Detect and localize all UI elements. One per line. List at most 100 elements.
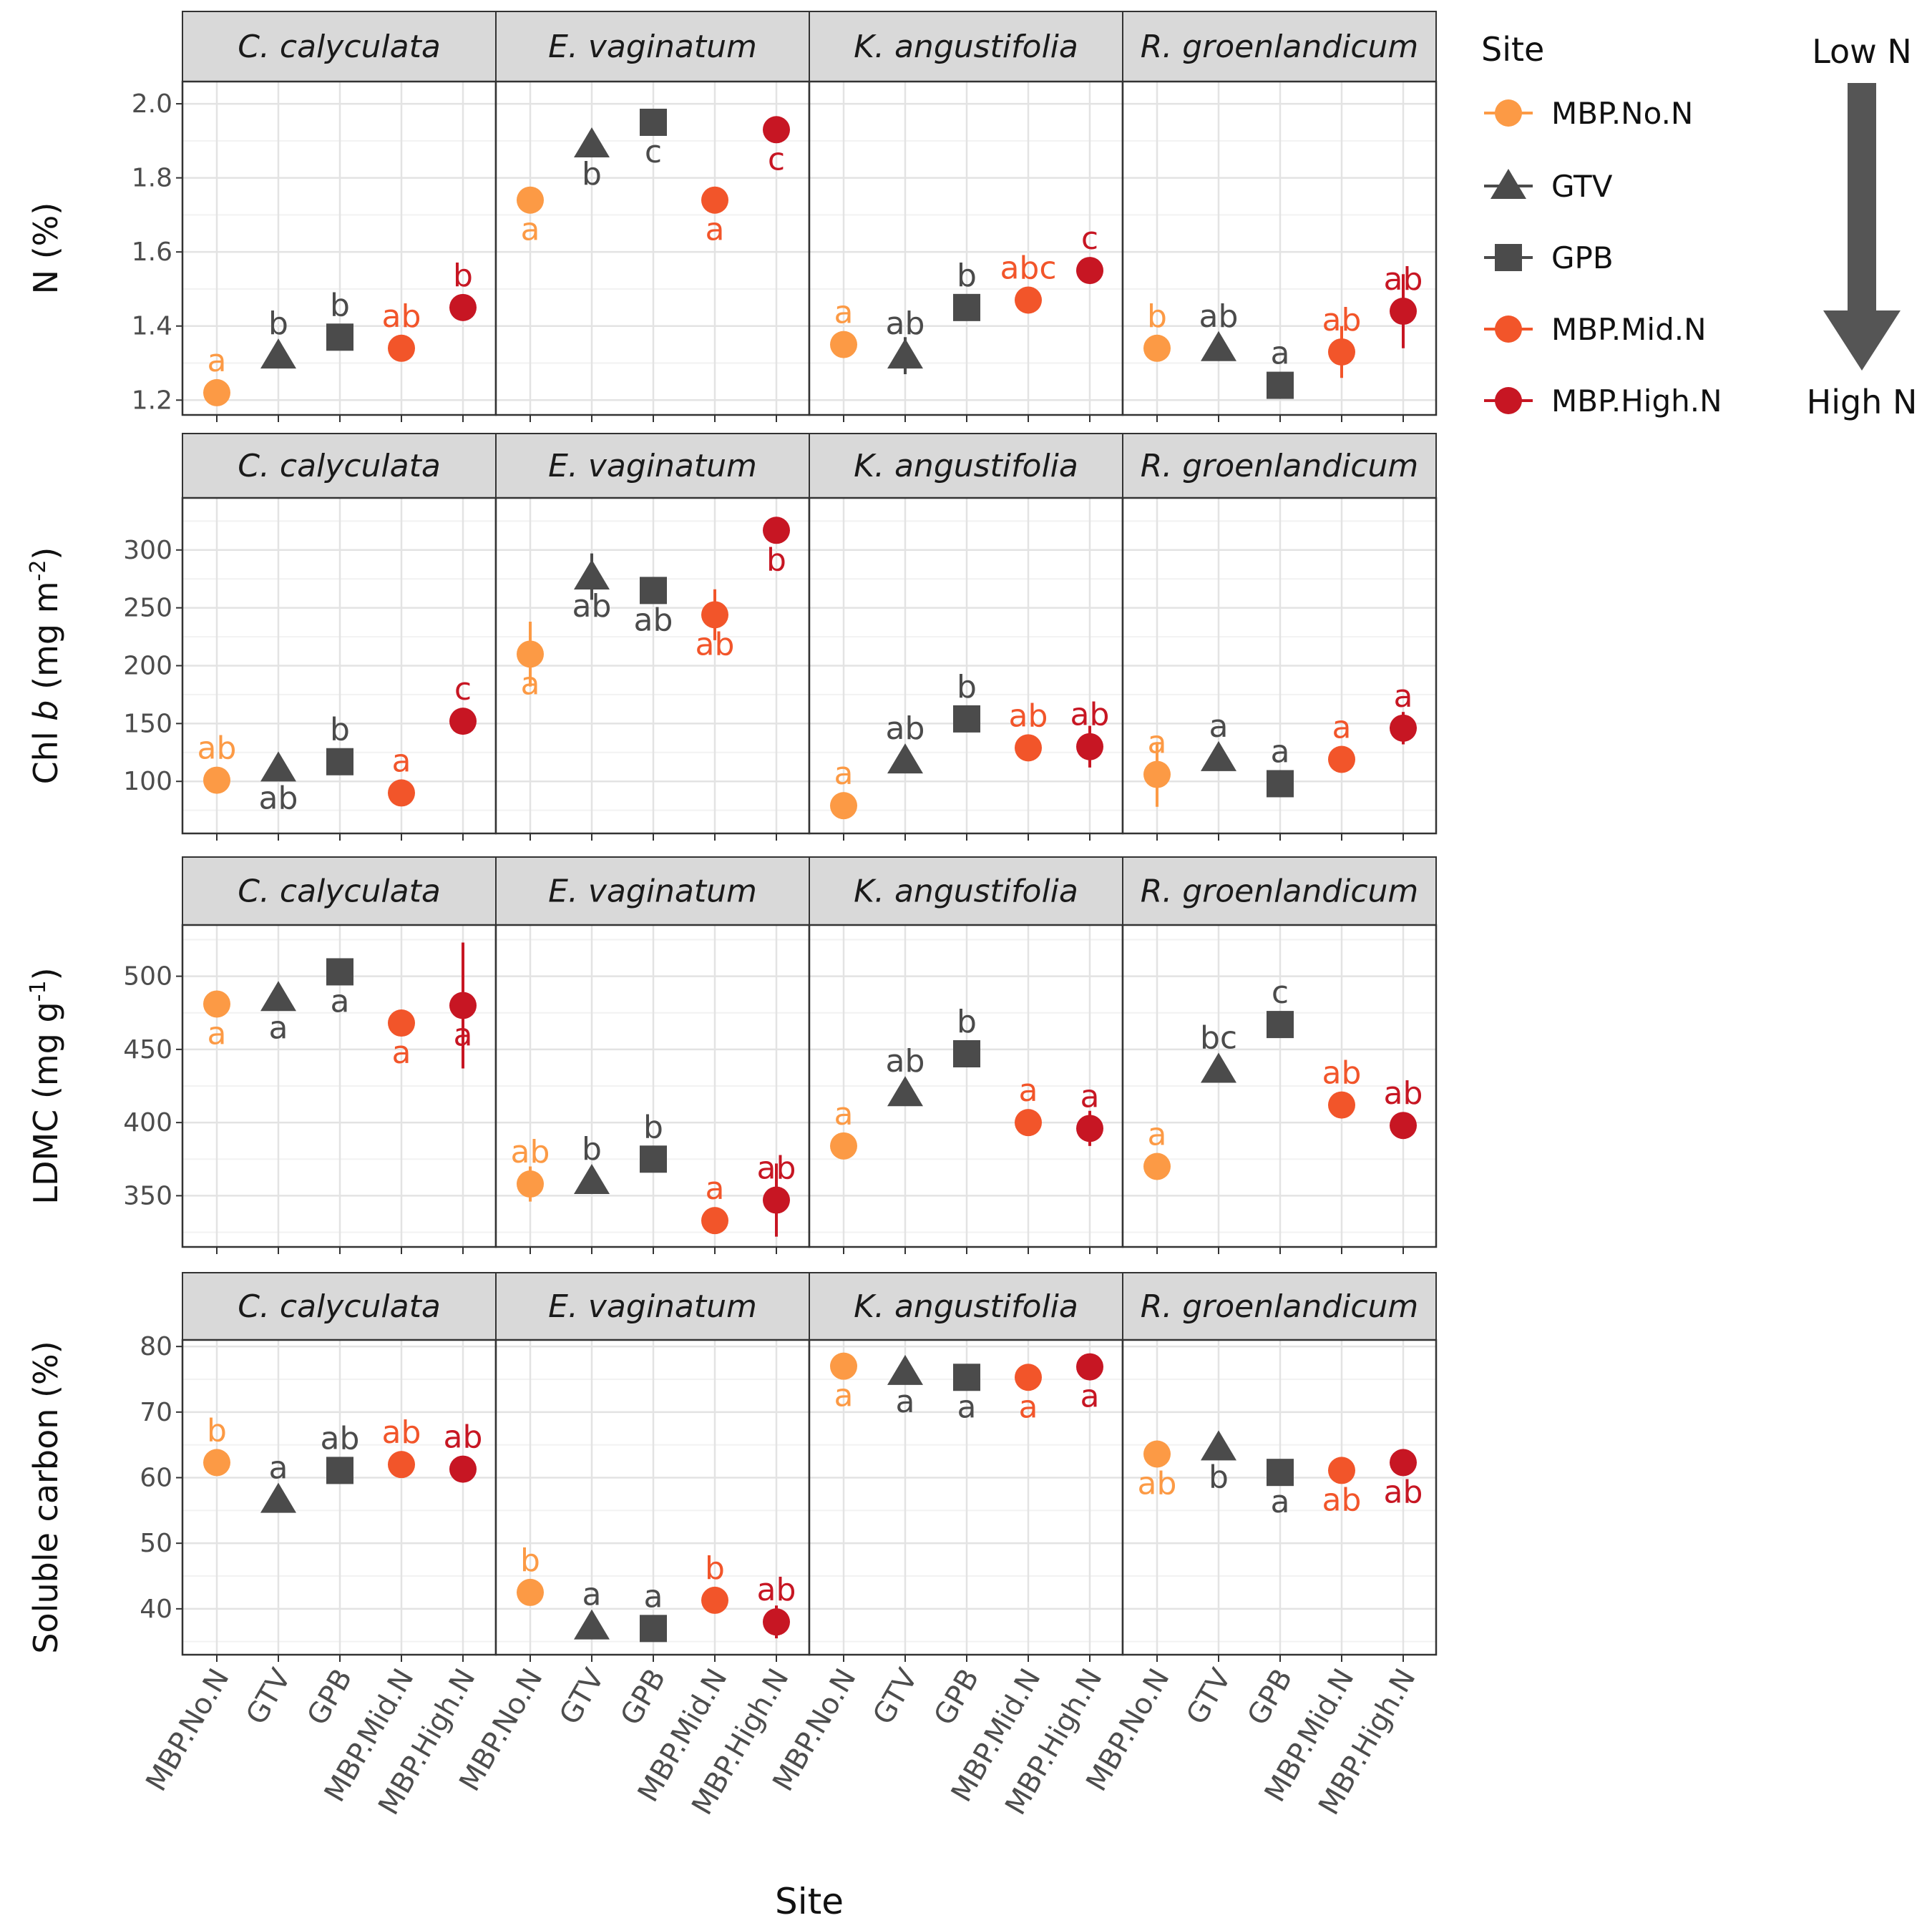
legend-item-label: MBP.High.N — [1551, 383, 1722, 419]
facet-strip — [1122, 11, 1437, 82]
data-point-gpb — [1267, 1459, 1294, 1487]
significance-letter: ab — [572, 588, 612, 625]
x-tick-label: GPB — [1241, 1663, 1299, 1731]
significance-letter: a — [1148, 725, 1167, 761]
y-tick-label: 300 — [123, 536, 172, 565]
data-point-mbp-no-n — [830, 1352, 857, 1380]
data-point-mbp-mid-n — [1328, 745, 1355, 773]
data-point-mbp-no-n — [830, 1132, 857, 1160]
significance-letter: a — [331, 983, 350, 1019]
data-point-mbp-mid-n — [388, 1009, 415, 1037]
data-point-mbp-mid-n — [388, 1451, 415, 1479]
significance-letter: a — [454, 1017, 473, 1054]
facet-strip — [1122, 856, 1437, 926]
data-point-gtv — [1201, 1052, 1236, 1083]
significance-letter: b — [520, 1542, 540, 1579]
nitrogen-gradient: Low N High N — [1807, 32, 1918, 421]
data-point-mbp-mid-n — [701, 1207, 728, 1235]
significance-letter: a — [269, 1450, 288, 1487]
facet-strip-label: R. groenlandicum — [1141, 1288, 1419, 1325]
y-tick-label: 1.6 — [132, 238, 172, 267]
data-point-mbp-high-n — [1076, 1115, 1103, 1142]
legend-key-gpb — [1495, 244, 1522, 271]
significance-letter: a — [957, 1389, 977, 1425]
significance-letter: a — [1148, 1117, 1167, 1153]
legend-key-mbp-high-n — [1495, 387, 1522, 414]
significance-letter: ab — [321, 1420, 360, 1457]
significance-letter: a — [1019, 1072, 1038, 1109]
significance-letter: a — [1394, 678, 1413, 715]
significance-letter: a — [521, 665, 540, 702]
data-point-mbp-high-n — [449, 1455, 477, 1483]
x-tick-label: GTV — [1180, 1663, 1238, 1730]
significance-letter: b — [268, 305, 288, 342]
significance-letter: a — [706, 212, 725, 248]
facet-strip — [1122, 1272, 1437, 1341]
facet-strip — [182, 11, 497, 82]
facet-strip-label: E. vaginatum — [548, 29, 757, 65]
significance-letter: a — [1271, 336, 1290, 372]
x-tick-label: GPB — [615, 1663, 673, 1731]
significance-letter: b — [330, 287, 350, 323]
data-point-gpb — [1267, 371, 1294, 399]
y-tick-label: 40 — [140, 1595, 172, 1624]
significance-letter: ab — [886, 710, 925, 747]
data-point-gpb — [1267, 770, 1294, 798]
data-point-mbp-mid-n — [388, 334, 415, 362]
significance-letter: a — [269, 1009, 288, 1046]
data-point-mbp-mid-n — [1015, 1109, 1042, 1137]
facet-strip-label: K. angustifolia — [854, 448, 1078, 484]
legend-item: MBP.Mid.N — [1484, 312, 1707, 347]
y-tick-label: 200 — [123, 652, 172, 681]
facet-2-4: R. groenlandicum a a a a a — [1121, 433, 1438, 841]
data-point-mbp-mid-n — [1015, 1364, 1042, 1391]
significance-letter: ab — [757, 1150, 796, 1187]
significance-letter: a — [1271, 1484, 1290, 1520]
data-point-mbp-mid-n — [701, 1586, 728, 1614]
y-tick-label: 150 — [123, 709, 172, 738]
legend-key-mbp-mid-n — [1495, 315, 1522, 343]
facet-strip-label: C. calyculata — [238, 1288, 441, 1325]
significance-letter: a — [1080, 1379, 1100, 1415]
x-tick-label: GPB — [928, 1663, 986, 1731]
data-point-gpb — [953, 705, 980, 733]
significance-letter: a — [208, 343, 227, 379]
facet-strip — [182, 856, 497, 926]
significance-letter: a — [644, 1578, 663, 1615]
y-tick-label: 400 — [123, 1108, 172, 1137]
facet-3-1: C. calyculata a a a a a — [181, 856, 497, 1254]
gradient-arrow-head — [1823, 310, 1901, 371]
significance-letter: ab — [1322, 1055, 1362, 1092]
data-point-gpb — [640, 577, 667, 605]
facet-strip — [182, 1272, 497, 1341]
facet-strip-label: R. groenlandicum — [1141, 29, 1419, 65]
data-point-mbp-no-n — [517, 1170, 544, 1198]
data-point-gpb — [326, 748, 353, 775]
data-point-mbp-no-n — [1143, 334, 1171, 362]
significance-letter: b — [207, 1412, 227, 1449]
data-point-mbp-no-n — [517, 186, 544, 214]
data-point-mbp-high-n — [1390, 714, 1417, 742]
data-point-mbp-no-n — [830, 792, 857, 820]
data-point-gtv — [1201, 740, 1236, 771]
significance-letter: ab — [1070, 697, 1110, 733]
y-tick-label: 50 — [140, 1529, 172, 1558]
data-point-gpb — [953, 1364, 980, 1391]
data-point-mbp-high-n — [449, 992, 477, 1019]
data-point-mbp-mid-n — [701, 601, 728, 629]
x-tick-label: GTV — [867, 1663, 924, 1730]
data-point-gpb — [953, 293, 980, 321]
x-axis-label: Site — [775, 1881, 844, 1922]
significance-letter: a — [1019, 1389, 1038, 1425]
